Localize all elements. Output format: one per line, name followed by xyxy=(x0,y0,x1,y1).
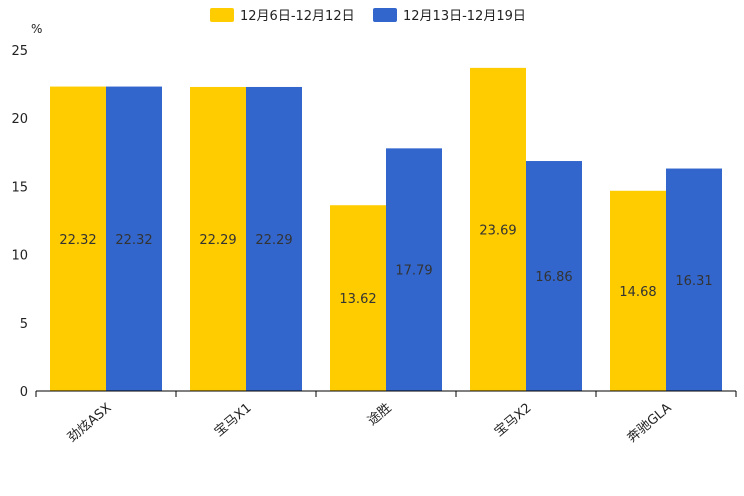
data-label: 13.62 xyxy=(339,292,376,307)
data-label: 16.86 xyxy=(535,270,572,285)
legend-label-series-1: 12月6日-12月12日 xyxy=(240,9,355,24)
data-label: 22.29 xyxy=(255,233,292,248)
legend: 12月6日-12月12日 12月13日-12月19日 xyxy=(210,8,526,24)
x-tick-label: 途胜 xyxy=(364,400,394,429)
y-axis-ticks: 0 5 10 15 20 25 xyxy=(11,44,28,400)
data-label: 16.31 xyxy=(675,274,712,289)
y-tick-label: 20 xyxy=(11,112,28,127)
bar-series-1-4 xyxy=(470,67,526,391)
bar-series-2-1 xyxy=(106,86,162,391)
data-label: 22.32 xyxy=(59,233,96,248)
data-label: 17.79 xyxy=(395,264,432,279)
y-tick-label: 25 xyxy=(11,44,28,59)
bar-series-2-5 xyxy=(666,168,722,391)
x-tick-label: 劲炫ASX xyxy=(64,400,114,446)
y-axis-unit: % xyxy=(31,22,42,36)
bar-series-2-4 xyxy=(526,161,582,391)
y-tick-label: 15 xyxy=(11,180,28,195)
bar-series-2-3 xyxy=(386,148,442,391)
y-tick-label: 5 xyxy=(20,317,28,332)
x-tick-label: 奔驰GLA xyxy=(625,401,675,446)
x-tick-label: 宝马X2 xyxy=(492,401,535,440)
legend-swatch-series-1 xyxy=(210,8,234,22)
bar-series-1-2 xyxy=(190,86,246,391)
x-axis: 劲炫ASX 宝马X1 途胜 宝马X2 奔驰GLA xyxy=(35,390,737,446)
y-tick-label: 10 xyxy=(11,249,28,264)
bar-series-1-1 xyxy=(50,86,106,391)
x-tick-label: 宝马X1 xyxy=(212,401,255,440)
bars xyxy=(50,67,722,391)
bar-series-1-5 xyxy=(610,190,666,391)
bar-series-1-3 xyxy=(330,205,386,391)
legend-label-series-2: 12月13日-12月19日 xyxy=(403,9,526,24)
legend-swatch-series-2 xyxy=(373,8,397,22)
data-label: 22.29 xyxy=(199,233,236,248)
data-label: 23.69 xyxy=(479,223,516,238)
data-labels: 22.32 22.32 22.29 22.29 13.62 17.79 23.69 16.86… xyxy=(59,223,712,307)
y-tick-label: 0 xyxy=(20,385,28,400)
data-label: 14.68 xyxy=(619,285,656,300)
data-label: 22.32 xyxy=(115,233,152,248)
bar-series-2-2 xyxy=(246,86,302,391)
